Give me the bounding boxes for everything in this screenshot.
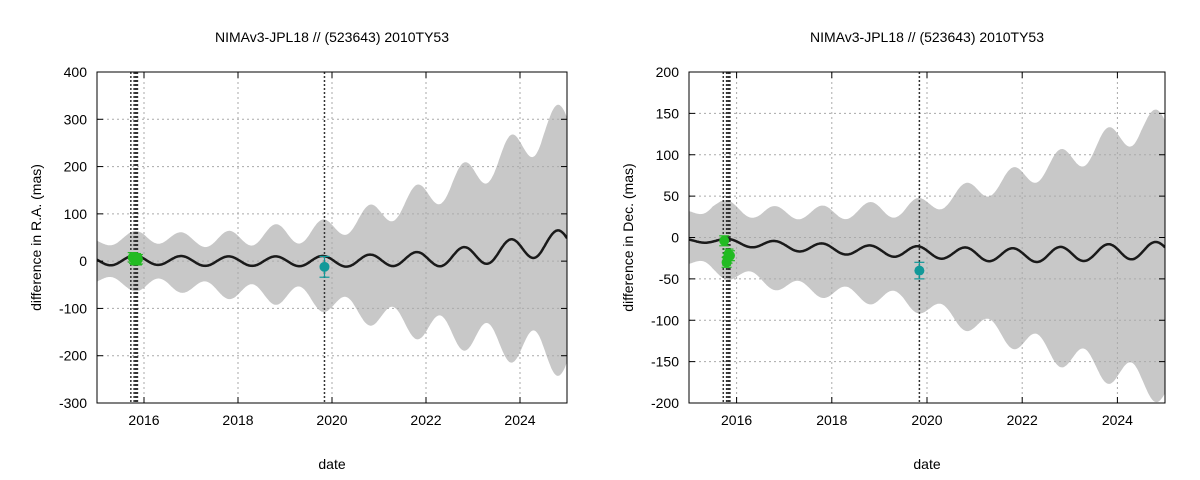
y-tick-label: 0 <box>671 230 679 246</box>
chart-panel-1: NIMAv3-JPL18 // (523643) 2010TY53 -300 -20… <box>28 29 568 472</box>
y-tick-label: 100 <box>64 206 88 222</box>
data-point <box>724 250 735 262</box>
x-tick-label: 2018 <box>222 412 253 428</box>
x-tick-label: 2016 <box>128 412 159 428</box>
point-marker <box>914 265 925 276</box>
x-tick-label: 2022 <box>1007 412 1038 428</box>
y-tick-label: 150 <box>656 105 680 121</box>
data-point <box>719 235 730 247</box>
y-tick-label: -300 <box>59 395 87 411</box>
plot-area <box>689 72 1165 403</box>
uncertainty-band <box>97 104 567 376</box>
plot-area <box>97 72 567 403</box>
y-tick-label: -150 <box>651 354 679 370</box>
y-tick-label: 50 <box>663 188 679 204</box>
y-tick-label: 100 <box>656 147 680 163</box>
y-tick-label: -100 <box>651 312 679 328</box>
data-point <box>319 255 330 278</box>
x-tick-label: 2022 <box>410 412 441 428</box>
uncertainty-band <box>689 109 1165 403</box>
difference-curve <box>97 229 567 268</box>
data-point <box>914 261 925 280</box>
difference-curve <box>689 237 1165 264</box>
x-tick-label: 2018 <box>816 412 847 428</box>
point-marker <box>319 261 330 272</box>
x-tick-label: 2020 <box>911 412 942 428</box>
point-marker <box>132 254 143 265</box>
y-tick-label: -50 <box>659 271 679 287</box>
y-tick-label: -200 <box>651 395 679 411</box>
data-point <box>132 253 143 265</box>
x-axis-label: date <box>318 456 345 472</box>
x-axis-label: date <box>913 456 940 472</box>
x-tick-label: 2020 <box>316 412 347 428</box>
y-axis-label: difference in R.A. (mas) <box>28 164 44 311</box>
y-tick-label: 300 <box>64 111 88 127</box>
y-tick-label: -200 <box>59 348 87 364</box>
y-tick-label: 0 <box>79 253 87 269</box>
y-tick-label: -100 <box>59 300 87 316</box>
chart-title: NIMAv3-JPL18 // (523643) 2010TY53 <box>810 29 1044 45</box>
x-tick-label: 2024 <box>1102 412 1133 428</box>
chart-title: NIMAv3-JPL18 // (523643) 2010TY53 <box>215 29 449 45</box>
point-marker <box>724 250 735 261</box>
chart-panel-2: NIMAv3-JPL18 // (523643) 2010TY53 -200 -15… <box>620 29 1166 472</box>
y-tick-label: 400 <box>64 64 88 80</box>
point-marker <box>719 235 730 246</box>
y-tick-label: 200 <box>64 159 88 175</box>
y-axis-label: difference in Dec. (mas) <box>620 163 636 311</box>
x-tick-label: 2016 <box>721 412 752 428</box>
y-tick-label: 200 <box>656 64 680 80</box>
x-tick-label: 2024 <box>504 412 535 428</box>
